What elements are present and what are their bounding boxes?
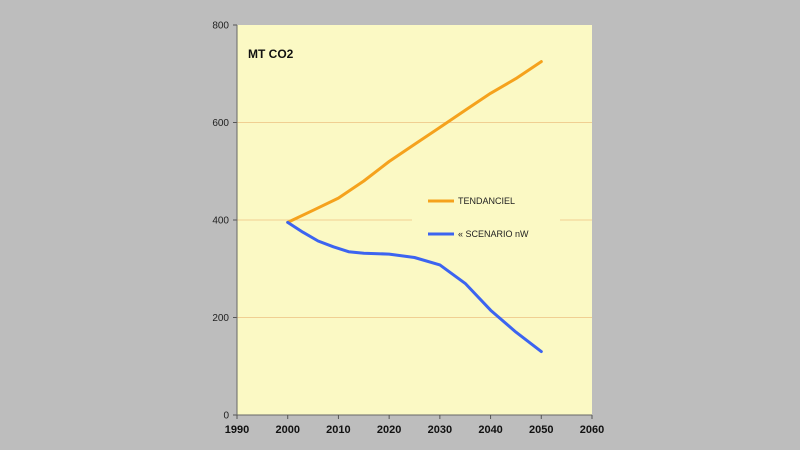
x-tick-label: 2010 [326,424,350,436]
y-tick-label: 0 [223,411,229,422]
y-tick-label: 600 [212,118,229,129]
legend: TENDANCIEL « SCENARIO nW [412,184,560,254]
series-line-2 [286,220,543,354]
y-tick-label: 400 [212,216,229,227]
y-tick-label: 200 [212,313,229,324]
x-tick-label: 2050 [529,424,553,436]
x-tick-label: 2060 [580,424,604,436]
axes: 0 200 400 600 800 1990 2000 2010 2020 2030 2040 205… [212,21,604,437]
x-tick-label: 2040 [478,424,502,436]
series-line-1 [286,60,543,224]
x-tick-label: 1990 [225,424,249,436]
x-tick-label: 2030 [428,424,452,436]
legend-label: « SCENARIO nW [458,229,529,239]
unit-label: MT CO2 [248,47,294,61]
legend-label: TENDANCIEL [458,196,515,206]
y-tick-label: 800 [212,21,229,32]
x-tick-label: 2020 [377,424,401,436]
x-tick-label: 2000 [275,424,299,436]
legend-background [412,184,560,254]
series-lines [286,60,543,354]
